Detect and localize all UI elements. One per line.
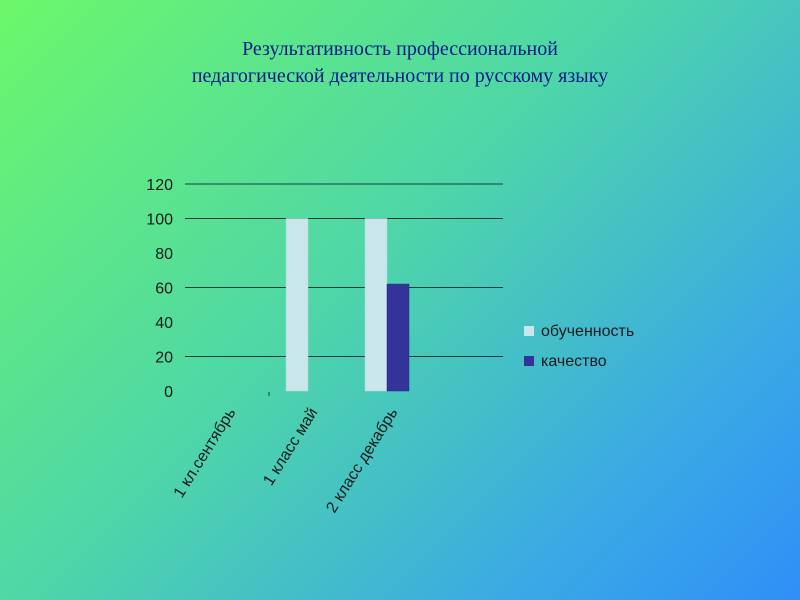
x-tick-label: 1 класс май [260,405,321,489]
slide-title: Результативность профессиональной педаго… [0,36,800,90]
x-tick-label: 2 класс декабрь [323,405,401,516]
legend-label: качество [541,353,607,370]
legend-swatch [524,326,534,336]
y-tick-label: 120 [146,177,173,194]
legend-swatch [524,356,534,366]
y-tick-label: 100 [146,212,173,229]
bar-obuchennost [364,218,388,392]
bar-kachestvo [386,283,410,392]
title-line-2: педагогической деятельности по русскому … [191,65,609,87]
y-tick-label: 80 [155,246,173,263]
title-line-1: Результативность профессиональной [242,38,558,60]
y-tick-label: 60 [155,281,173,298]
legend-label: обученность [541,323,634,340]
x-tick-label: 1 кл.сентябрь [171,405,240,501]
y-tick-label: 40 [155,315,173,332]
y-tick-label: 0 [164,384,173,401]
y-tick-label: 20 [155,350,173,367]
bar-obuchennost [285,218,309,392]
